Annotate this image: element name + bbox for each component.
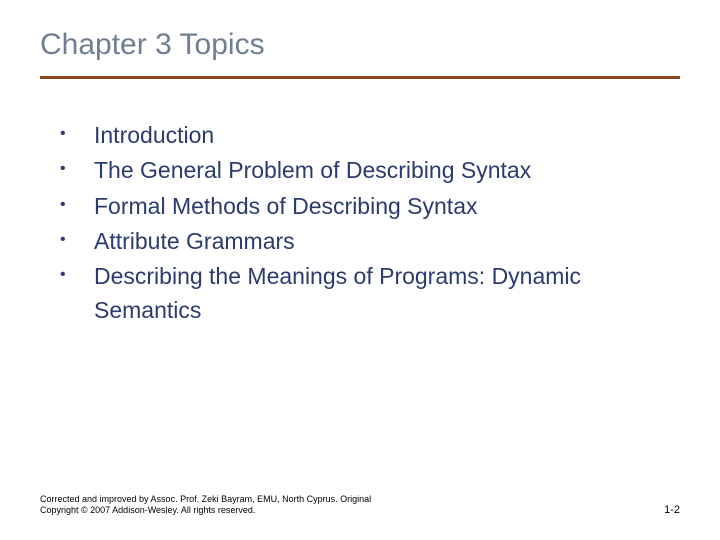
list-item: Attribute Grammars (60, 225, 680, 258)
topics-list: Introduction The General Problem of Desc… (40, 119, 680, 327)
list-item: Introduction (60, 119, 680, 152)
list-item: Describing the Meanings of Programs: Dyn… (60, 260, 680, 327)
title-underline (40, 76, 680, 79)
list-item: Formal Methods of Describing Syntax (60, 190, 680, 223)
footer-page-number: 1-2 (664, 504, 680, 516)
slide-title: Chapter 3 Topics (40, 28, 680, 62)
list-item: The General Problem of Describing Syntax (60, 154, 680, 187)
footer-credit: Corrected and improved by Assoc. Prof. Z… (40, 494, 380, 517)
